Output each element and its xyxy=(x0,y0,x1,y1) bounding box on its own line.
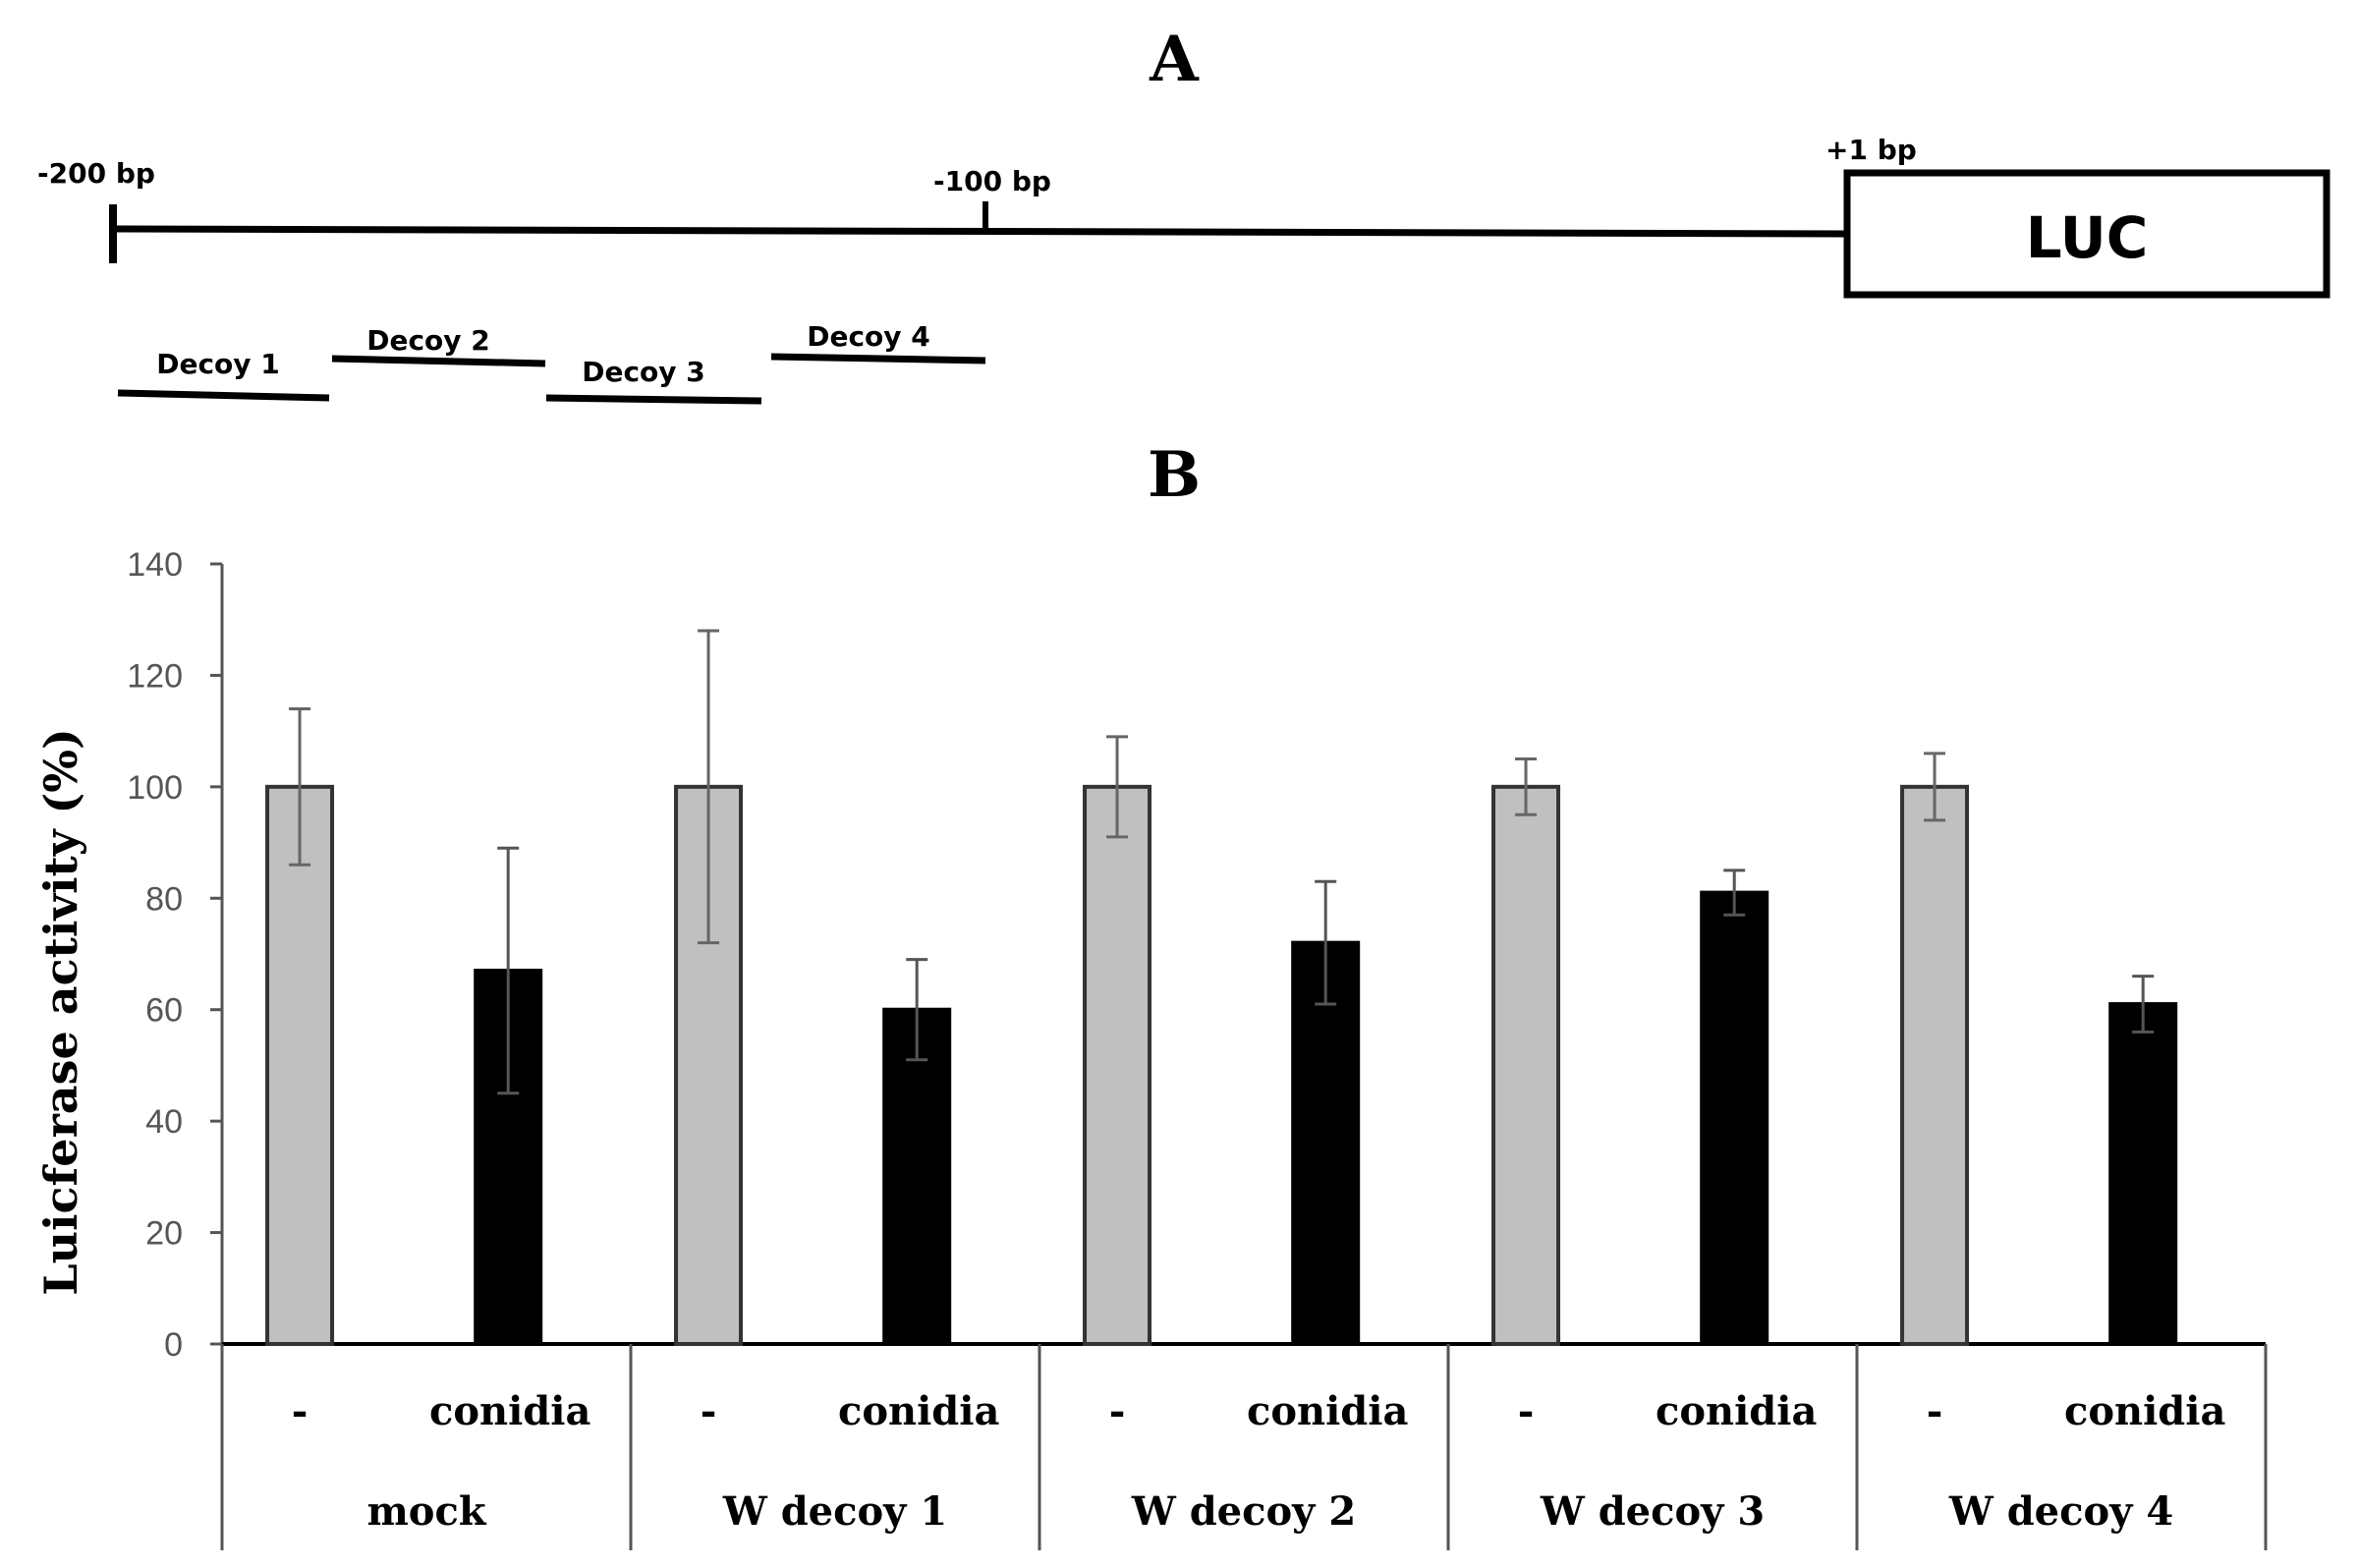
category-label: - xyxy=(1927,1388,1943,1434)
decoy-2-bar xyxy=(331,355,546,367)
category-label: conidia xyxy=(2064,1388,2225,1434)
bar-conidia xyxy=(1291,940,1361,1347)
decoy-4-bar xyxy=(770,353,986,364)
y-tick-label: 140 xyxy=(127,546,183,584)
category-label: - xyxy=(1518,1388,1535,1434)
bar-control xyxy=(1900,784,1970,1346)
bar-chart: 0 20 40 60 80 100 120 140 - conidia mock - conidia W … xyxy=(127,546,2268,1550)
promoter-line xyxy=(112,225,1848,238)
decoy-1-bar xyxy=(117,389,330,402)
y-axis-label: Luicferase activity (%) xyxy=(34,728,87,1296)
y-tick-label: 80 xyxy=(145,880,183,918)
bar-control xyxy=(1083,784,1152,1346)
y-tick-label: 20 xyxy=(145,1215,183,1253)
scale-mid-label: -100 bp xyxy=(933,165,1051,197)
bar-control xyxy=(265,784,335,1346)
y-tick-label: 0 xyxy=(164,1326,183,1364)
y-tick-label: 100 xyxy=(127,769,183,807)
y-tick-label: 120 xyxy=(127,657,183,695)
category-label: conidia xyxy=(1247,1388,1408,1434)
panel-a: A -200 bp -100 bp +1 bp LUC Decoy 1 Deco… xyxy=(37,23,2330,405)
bar-conidia xyxy=(882,1007,952,1346)
category-label: conidia xyxy=(838,1388,999,1434)
scale-start-label: -200 bp xyxy=(37,157,155,190)
panel-b: B Luicferase activity (%) 0 20 40 60 80 100 12… xyxy=(34,438,2268,1550)
decoy-3-bar xyxy=(545,394,762,405)
bar-conidia xyxy=(1700,890,1769,1346)
panel-b-label: B xyxy=(1148,438,1201,512)
bar-control xyxy=(1491,784,1561,1346)
decoy-2-label: Decoy 2 xyxy=(366,324,490,357)
decoy-1-label: Decoy 1 xyxy=(156,348,280,380)
panel-a-label: A xyxy=(1149,23,1200,96)
category-label: conidia xyxy=(429,1388,590,1434)
category-label: - xyxy=(1109,1388,1126,1434)
luc-label: LUC xyxy=(2026,204,2149,271)
category-label: - xyxy=(701,1388,717,1434)
decoy-4-label: Decoy 4 xyxy=(807,320,930,353)
group-label: W decoy 4 xyxy=(1948,1488,2173,1535)
luc-box xyxy=(1843,169,2330,299)
group-label: mock xyxy=(366,1488,486,1535)
category-label: conidia xyxy=(1656,1388,1817,1434)
y-tick-label: 40 xyxy=(145,1103,183,1141)
y-tick-label: 60 xyxy=(145,992,183,1030)
category-label: - xyxy=(292,1388,309,1434)
group-label: W decoy 2 xyxy=(1131,1488,1356,1535)
bar-conidia xyxy=(2108,1002,2178,1346)
scale-end-label: +1 bp xyxy=(1825,134,1917,166)
group-label: W decoy 3 xyxy=(1540,1488,1765,1535)
decoy-3-label: Decoy 3 xyxy=(582,356,705,388)
group-label: W decoy 1 xyxy=(722,1488,947,1535)
